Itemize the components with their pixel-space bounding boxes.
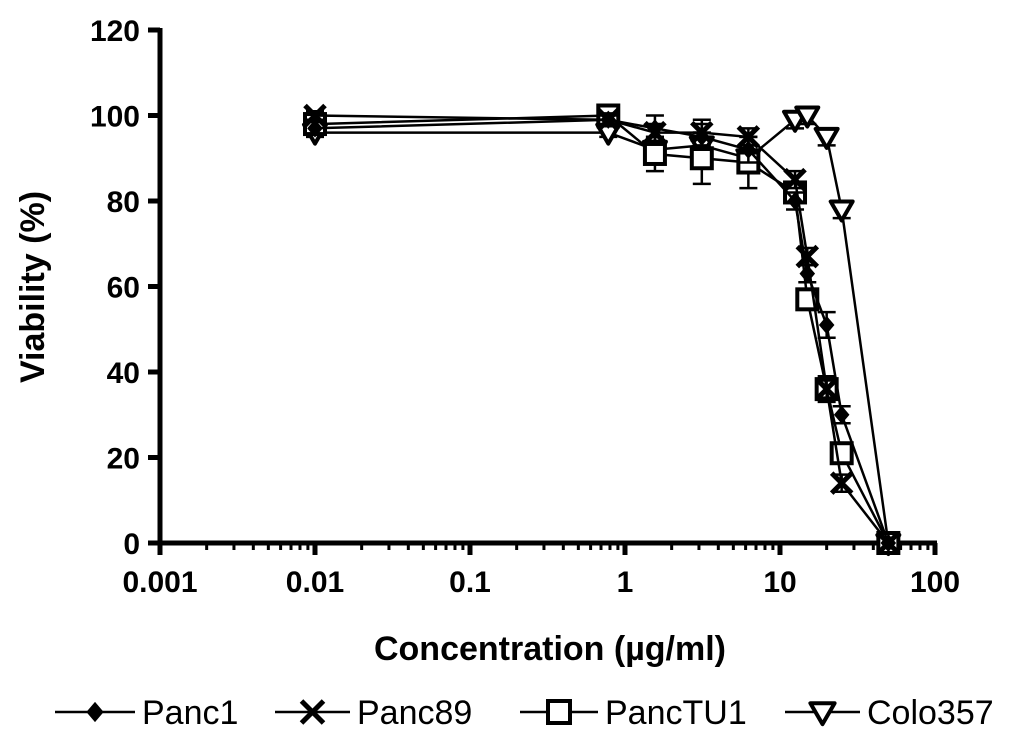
y-tick-label: 80 bbox=[107, 186, 140, 219]
series-colo357 bbox=[302, 105, 902, 556]
marker-diamond bbox=[880, 533, 897, 553]
y-tick-label: 120 bbox=[90, 15, 140, 48]
y-tick-label: 60 bbox=[107, 272, 140, 305]
legend-item-panctu1: PancTU1 bbox=[520, 694, 747, 732]
series-panctu1 bbox=[303, 103, 901, 555]
x-tick-label: 0.001 bbox=[122, 566, 197, 599]
series-layer bbox=[302, 103, 902, 556]
series-panc1 bbox=[306, 110, 897, 553]
y-tick-label: 40 bbox=[107, 357, 140, 390]
marker-square bbox=[642, 141, 667, 166]
y-tick-label: 100 bbox=[90, 101, 140, 134]
legend-label: PancTU1 bbox=[605, 694, 747, 732]
y-tick-label: 20 bbox=[107, 443, 140, 476]
series-line bbox=[314, 114, 890, 544]
marker-x bbox=[814, 377, 839, 401]
marker-triangle-down bbox=[794, 105, 821, 129]
legend: Panc1 Panc89 PancTU1 Colo357 bbox=[55, 694, 994, 732]
y-axis-title: Viability (%) bbox=[14, 191, 52, 383]
marker-x bbox=[795, 244, 820, 269]
marker-diamond bbox=[647, 119, 663, 138]
marker-diamond bbox=[787, 191, 803, 211]
x-tick-label: 10 bbox=[763, 566, 796, 599]
marker-diamond bbox=[799, 264, 816, 283]
legend-item-colo357: Colo357 bbox=[785, 694, 994, 732]
marker-diamond bbox=[307, 119, 323, 138]
marker-diamond bbox=[740, 140, 757, 159]
series-panc89 bbox=[303, 103, 901, 555]
marker-square bbox=[689, 146, 714, 171]
marker-diamond bbox=[833, 405, 850, 424]
marker-triangle-down bbox=[813, 126, 840, 150]
legend-label: Colo357 bbox=[867, 694, 994, 732]
axes: 0 20 40 60 80 100 120 0.001 0.01 0.1 1 10 100 bbox=[90, 15, 960, 599]
marker-x bbox=[829, 471, 854, 495]
marker-triangle-down bbox=[808, 701, 837, 727]
legend-label: Panc89 bbox=[357, 694, 472, 732]
legend-item-panc89: Panc89 bbox=[275, 694, 472, 732]
marker-x bbox=[783, 167, 807, 192]
series-line bbox=[314, 118, 890, 544]
marker-diamond bbox=[86, 701, 104, 723]
marker-diamond bbox=[818, 315, 835, 335]
legend-item-panc1: Panc1 bbox=[55, 694, 238, 732]
legend-label: Panc1 bbox=[142, 694, 238, 732]
x-tick-label: 0.01 bbox=[286, 566, 344, 599]
marker-triangle-down bbox=[828, 199, 855, 223]
series-line bbox=[315, 114, 890, 544]
marker-x bbox=[299, 699, 326, 725]
x-tick-label: 100 bbox=[910, 566, 960, 599]
series-line bbox=[314, 114, 890, 544]
x-tick-label: 0.1 bbox=[449, 566, 491, 599]
marker-diamond bbox=[694, 127, 710, 147]
x-tick-label: 1 bbox=[617, 566, 634, 599]
y-tick-label: 0 bbox=[123, 528, 140, 561]
x-axis-title: Concentration (µg/ml) bbox=[374, 630, 726, 668]
marker-diamond bbox=[600, 110, 617, 129]
marker-square bbox=[546, 699, 572, 725]
